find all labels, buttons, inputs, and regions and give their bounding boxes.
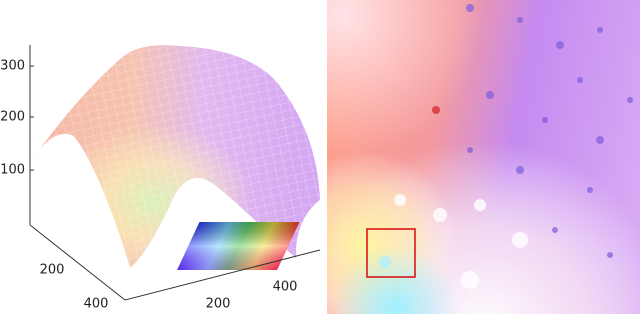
image-spots (432, 4, 633, 258)
z-tick-label: 100 (0, 163, 25, 178)
phase-image (327, 0, 640, 314)
z-tick-label: 200 (0, 110, 25, 125)
x-tick-label: 400 (273, 280, 298, 295)
image-layer (327, 0, 640, 314)
image-highlights (379, 194, 528, 289)
surface-mesh (32, 45, 320, 269)
y-tick-label: 400 (84, 297, 109, 312)
highlight-box (366, 228, 416, 278)
surface-plot: 300 200 100 200 400 200 400 (0, 45, 321, 312)
z-tick-label: 300 (0, 59, 25, 74)
axes (29, 45, 321, 301)
x-tick-label: 200 (206, 297, 231, 312)
color-key-shade (177, 222, 300, 270)
y-tick-label: 200 (40, 263, 65, 278)
